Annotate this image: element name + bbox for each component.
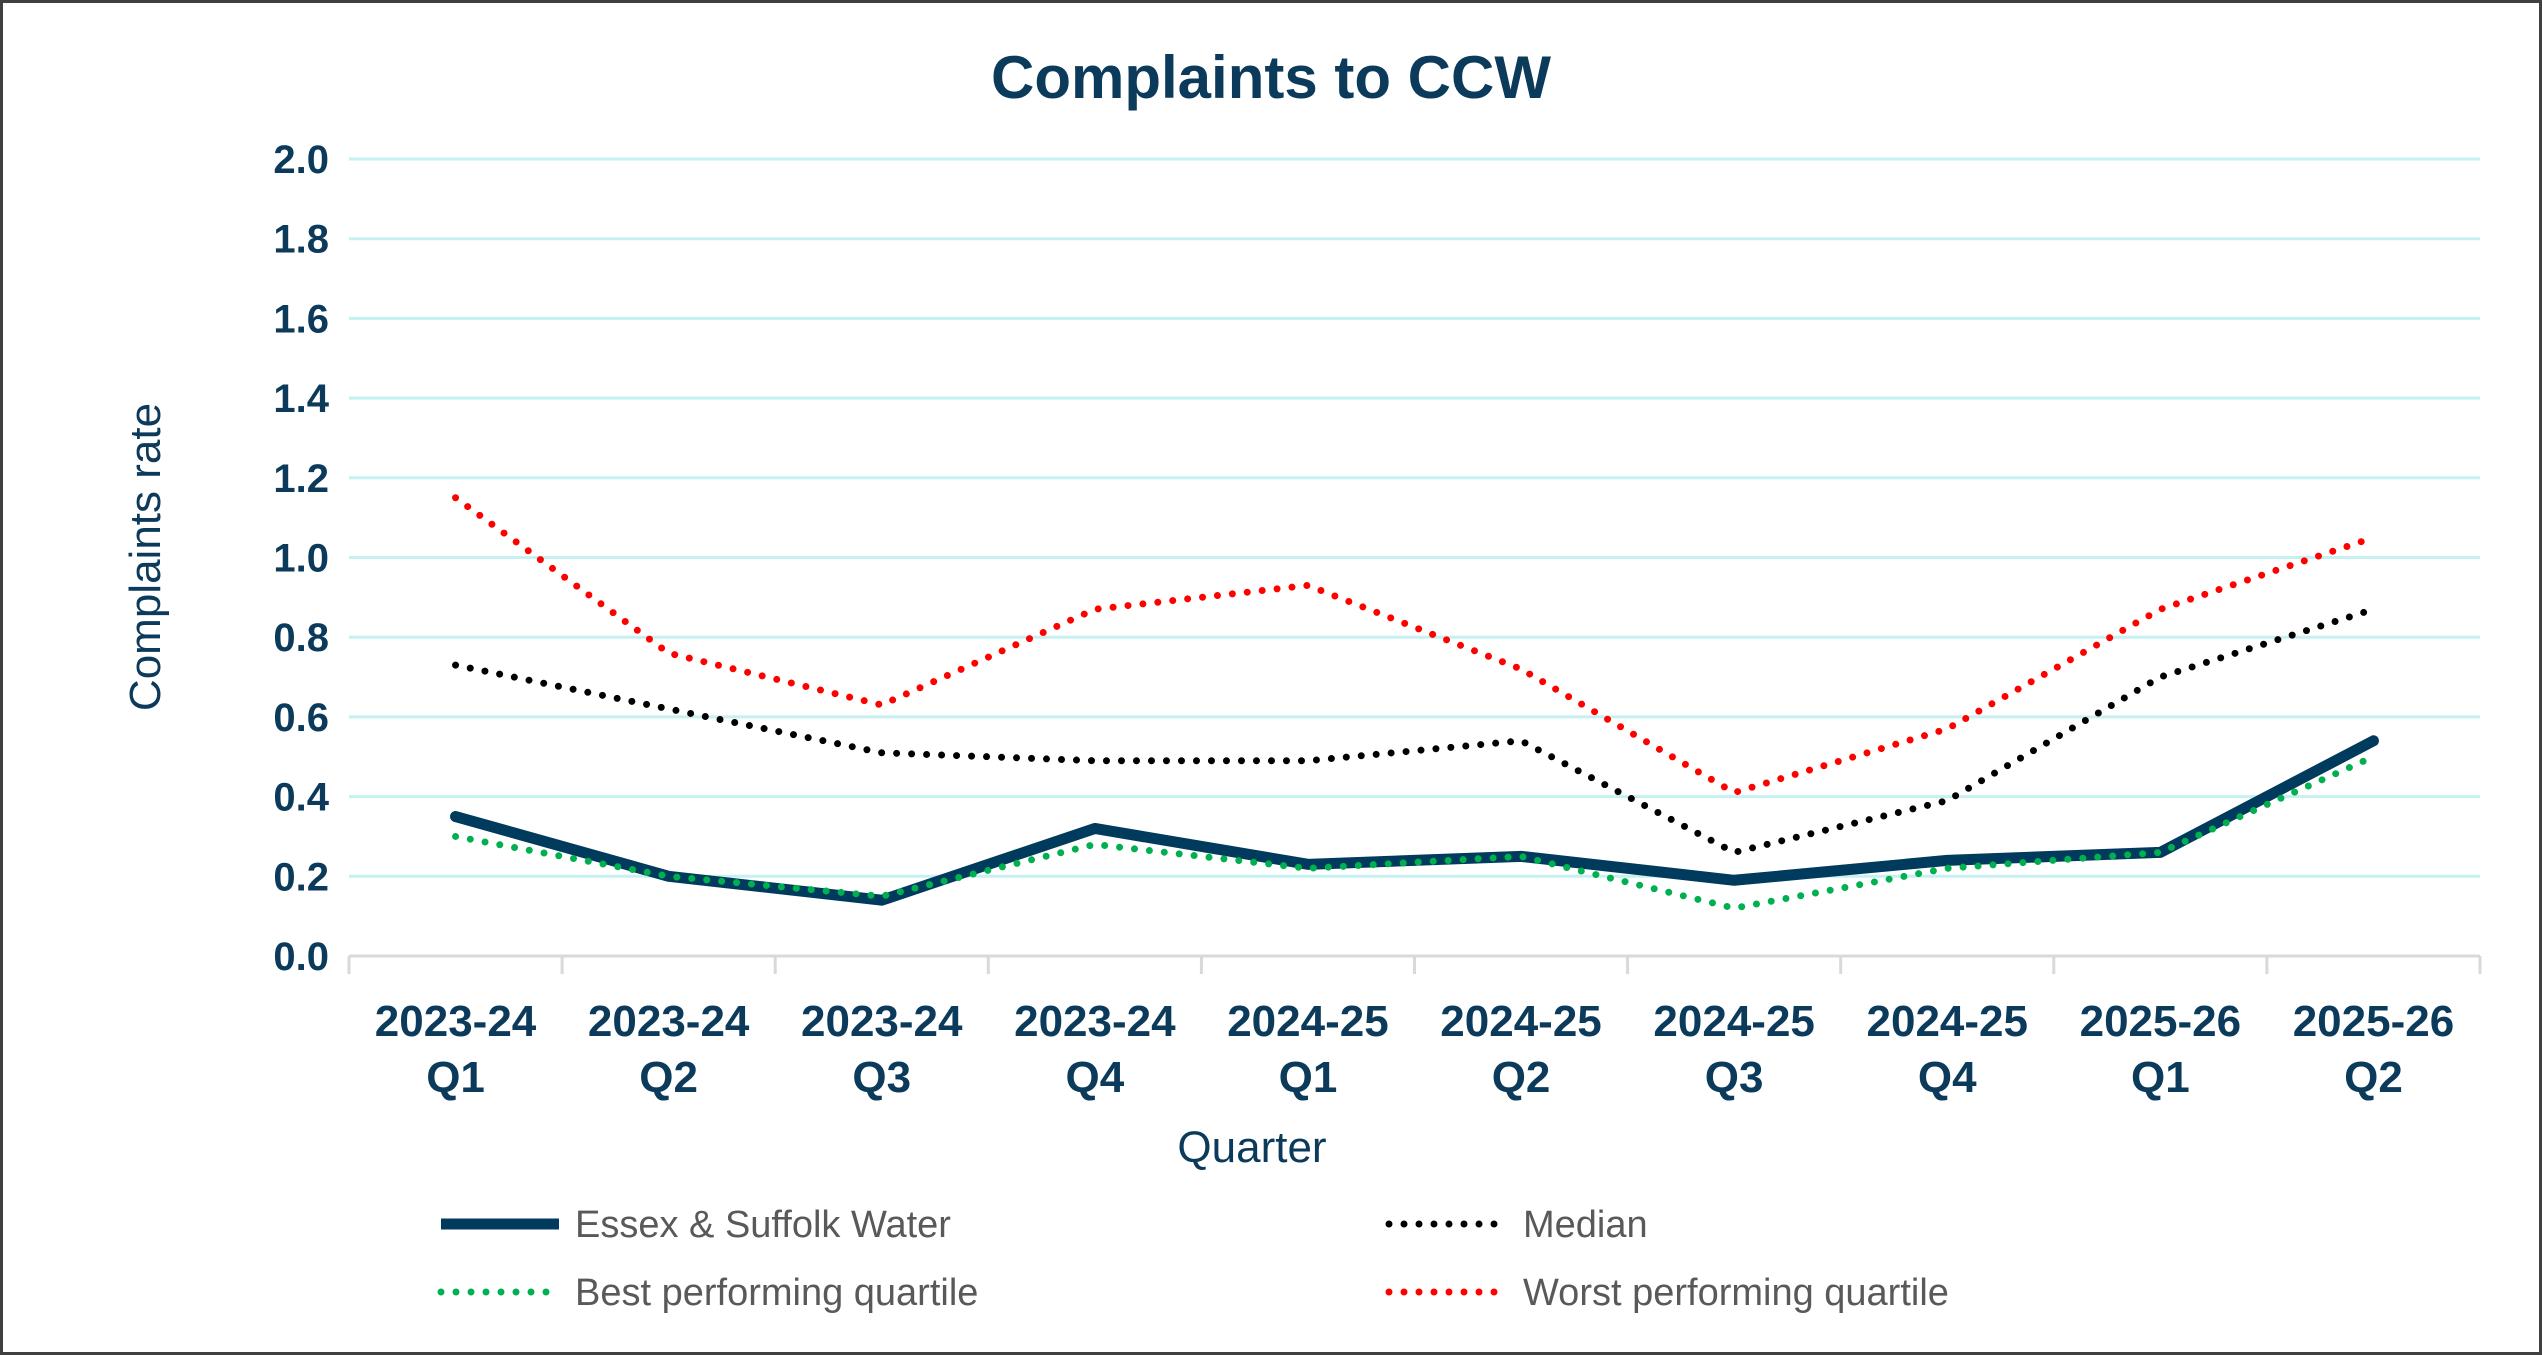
x-tick-label: 2023-24 Q3 <box>801 997 963 1102</box>
x-tick-label: 2024-25 Q2 <box>1440 997 1601 1102</box>
y-tick-label: 1.2 <box>273 457 329 501</box>
x-tick-label: 2023-24 Q1 <box>375 997 537 1102</box>
y-tick-label: 0.0 <box>273 935 329 979</box>
x-tick-label: 2025-26 Q1 <box>2080 997 2241 1102</box>
y-tick-label: 0.8 <box>273 616 329 660</box>
y-tick-label: 0.6 <box>273 696 329 740</box>
legend-label: Best performing quartile <box>575 1272 978 1314</box>
x-tick-label: 2024-25 Q4 <box>1867 997 2028 1102</box>
y-tick-label: 1.8 <box>273 218 329 262</box>
x-axis <box>347 954 2482 974</box>
legend-label: Median <box>1523 1204 1648 1246</box>
legend: Essex & Suffolk Water Median Best performi… <box>437 1204 1949 1314</box>
x-tick-label: 2024-25 Q3 <box>1653 997 1814 1102</box>
y-axis-label: Complaints rate <box>121 403 170 711</box>
y-tick-label: 1.6 <box>273 297 329 341</box>
legend-label: Essex & Suffolk Water <box>575 1204 951 1246</box>
x-tick-label: 2023-24 Q4 <box>1014 997 1176 1102</box>
y-tick-label: 1.4 <box>273 377 329 421</box>
y-tick-label: 0.4 <box>273 776 329 820</box>
chart-title: Complaints to CCW <box>991 44 1551 111</box>
series-line-worst-performing-quartile <box>452 494 2377 797</box>
x-tick-label: 2023-24 Q2 <box>588 997 750 1102</box>
x-axis-label: Quarter <box>1177 1123 1326 1172</box>
series-line-essex-suffolk-water <box>450 735 2379 906</box>
x-tick-label: 2024-25 Q1 <box>1227 997 1388 1102</box>
y-tick-label: 0.2 <box>273 855 329 899</box>
series-lines <box>450 494 2379 912</box>
legend-label: Worst performing quartile <box>1523 1272 1949 1314</box>
y-tick-label: 2.0 <box>273 138 329 182</box>
series-line-best-performing-quartile <box>452 753 2377 912</box>
y-axis-ticks: 0.0 0.2 0.4 0.6 0.8 1.0 1.2 1.4 1.6 1.8 2.0 <box>273 138 329 979</box>
x-tick-label: 2025-26 Q2 <box>2293 997 2454 1102</box>
x-axis-ticks: 2023-24 Q1 2023-24 Q2 2023-24 Q3 2023-24 Q4 2024… <box>375 997 2454 1102</box>
y-tick-label: 1.0 <box>273 537 329 581</box>
